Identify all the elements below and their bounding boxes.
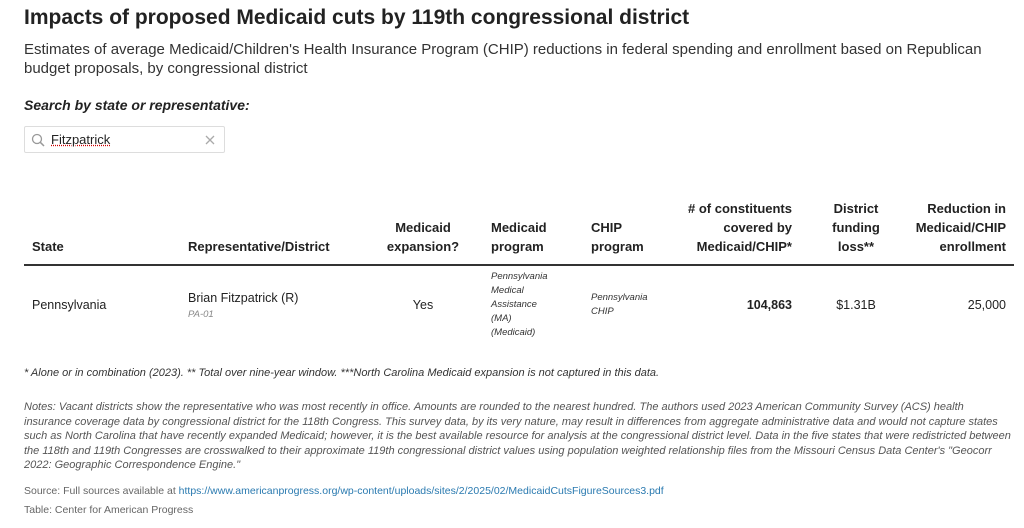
source-link[interactable]: https://www.americanprogress.org/wp-cont… [178, 485, 664, 497]
col-header: # of constituents covered by Medicaid/CH… [687, 201, 792, 254]
col-header: District funding loss** [832, 201, 880, 254]
table-header: State Representative/District Medicaid e… [24, 160, 1014, 256]
cell: Yes [412, 298, 434, 312]
search-box[interactable]: Fitzpatrick [24, 126, 225, 153]
cell: Pennsylvania [32, 298, 107, 312]
header-rule [24, 264, 1014, 266]
col-header: State [32, 239, 64, 254]
cell-sub: PA-01 [188, 309, 214, 320]
credit: Table: Center for American Progress [24, 504, 194, 516]
cell: 104,863 [746, 298, 792, 312]
search-query[interactable]: Fitzpatrick [51, 132, 111, 147]
col-header: Reduction in Medicaid/CHIP enrollment [915, 201, 1006, 254]
col-header: CHIP program [591, 220, 644, 254]
search-icon [31, 133, 45, 147]
source-label: Source: Full sources available at [24, 485, 176, 497]
subtitle: Estimates of average Medicaid/Children's… [24, 41, 982, 77]
col-header: Medicaid program [491, 220, 547, 254]
search-label: Search by state or representative: [24, 97, 250, 113]
footnote: * Alone or in combination (2023). ** Tot… [24, 367, 660, 379]
cell: Pennsylvania Medical Assistance (MA) (Me… [491, 271, 548, 338]
col-header: Medicaid expansion? [386, 220, 460, 254]
title: Impacts of proposed Medicaid cuts by 119… [24, 6, 690, 29]
cell: Brian Fitzpatrick (R) [188, 291, 299, 305]
cell: 25,000 [967, 298, 1006, 312]
cell: Pennsylvania CHIP [591, 292, 648, 317]
notes: Notes: Vacant districts show the represe… [24, 401, 1011, 471]
source: Source: Full sources available at https:… [24, 485, 664, 497]
clear-icon[interactable] [205, 135, 215, 145]
cell: $1.31B [836, 298, 876, 312]
table-row: Pennsylvania Brian Fitzpatrick (R) PA-01… [24, 266, 1014, 346]
col-header: Representative/District [188, 239, 330, 254]
